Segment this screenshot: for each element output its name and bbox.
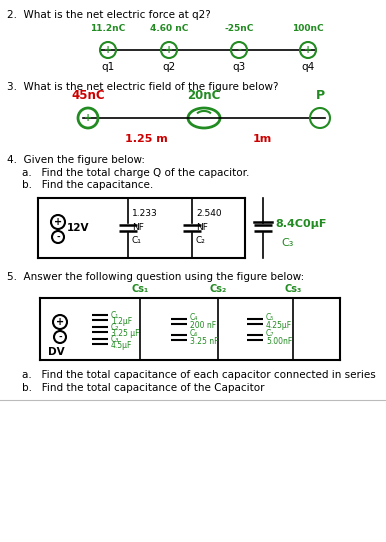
Text: +: + <box>304 45 312 55</box>
Text: 20nC: 20nC <box>187 89 221 102</box>
Text: a.   Find the total charge Q of the capacitor.: a. Find the total charge Q of the capaci… <box>22 168 249 178</box>
Text: 1.233: 1.233 <box>132 209 158 218</box>
Text: C₆: C₆ <box>190 330 198 339</box>
Text: q2: q2 <box>163 62 176 72</box>
Text: C₁: C₁ <box>132 236 142 245</box>
Text: 1.2μF: 1.2μF <box>111 318 132 326</box>
Text: -: - <box>237 45 241 55</box>
Text: C₅: C₅ <box>266 313 274 322</box>
Text: q1: q1 <box>102 62 115 72</box>
Text: -: - <box>56 233 60 242</box>
Text: 3.  What is the net electric field of the figure below?: 3. What is the net electric field of the… <box>7 82 279 92</box>
Text: C₇: C₇ <box>266 330 274 339</box>
Text: Cs₃: Cs₃ <box>284 284 301 294</box>
Text: P: P <box>315 89 325 102</box>
Text: 1.25 m: 1.25 m <box>125 134 168 144</box>
Text: 1m: 1m <box>252 134 272 144</box>
Text: +: + <box>56 317 64 327</box>
Text: b.   Find the capacitance.: b. Find the capacitance. <box>22 180 153 190</box>
Text: +: + <box>84 113 92 123</box>
Text: +: + <box>165 45 173 55</box>
Text: q3: q3 <box>232 62 245 72</box>
Text: 2.540: 2.540 <box>196 209 222 218</box>
Text: -: - <box>58 332 62 341</box>
Text: NF: NF <box>196 223 208 233</box>
Text: 5.  Answer the following question using the figure below:: 5. Answer the following question using t… <box>7 272 304 282</box>
Text: 45nC: 45nC <box>71 89 105 102</box>
Text: C₁: C₁ <box>111 311 119 319</box>
Text: DV: DV <box>48 347 64 357</box>
Text: 11.2nC: 11.2nC <box>90 24 125 33</box>
Text: 200 nF: 200 nF <box>190 320 216 330</box>
Text: 3.25 μF: 3.25 μF <box>111 330 139 339</box>
Text: 4.5μF: 4.5μF <box>111 341 132 351</box>
Text: 5.00nF: 5.00nF <box>266 337 292 345</box>
Text: a.   Find the total capacitance of each capacitor connected in series: a. Find the total capacitance of each ca… <box>22 370 376 380</box>
Text: Cs₁: Cs₁ <box>131 284 149 294</box>
Text: C₂: C₂ <box>111 322 119 332</box>
Text: C₃: C₃ <box>281 238 293 248</box>
Text: -25nC: -25nC <box>224 24 254 33</box>
Text: 100nC: 100nC <box>292 24 324 33</box>
Text: 12V: 12V <box>67 223 90 233</box>
Text: 3.25 nF: 3.25 nF <box>190 337 218 345</box>
Text: 2.  What is the net electric force at q2?: 2. What is the net electric force at q2? <box>7 10 211 20</box>
Text: +: + <box>54 217 62 227</box>
Text: C₄: C₄ <box>190 313 198 322</box>
Text: Cs₂: Cs₂ <box>209 284 227 294</box>
Text: C₃: C₃ <box>111 334 119 344</box>
Text: 4.25μF: 4.25μF <box>266 320 292 330</box>
Text: 8.4C0μF: 8.4C0μF <box>275 219 327 229</box>
Text: C₂: C₂ <box>196 236 206 245</box>
Text: 4.60 nC: 4.60 nC <box>150 24 188 33</box>
Text: b.   Find the total capacitance of the Capacitor: b. Find the total capacitance of the Cap… <box>22 383 264 393</box>
Text: q4: q4 <box>301 62 315 72</box>
Text: 4.  Given the figure below:: 4. Given the figure below: <box>7 155 145 165</box>
Text: NF: NF <box>132 223 144 233</box>
Text: +: + <box>104 45 112 55</box>
